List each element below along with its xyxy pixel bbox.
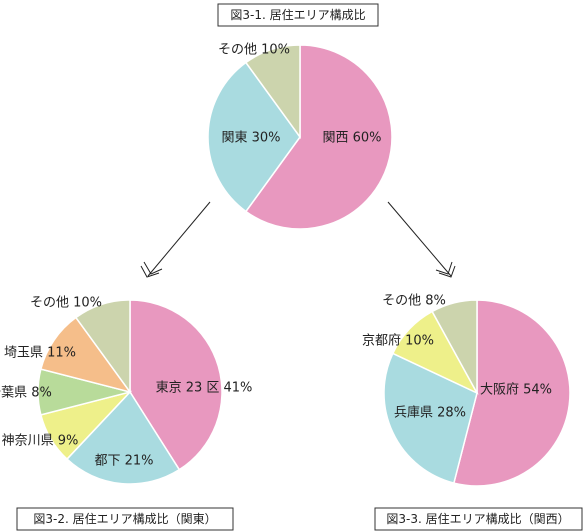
pie-slice-2-0 bbox=[452, 299, 571, 487]
chart3-caption: 図3-3. 居住エリア構成比（関西） bbox=[386, 512, 569, 526]
pie-slice-1-5 bbox=[74, 299, 131, 395]
chart2-caption-box bbox=[16, 507, 234, 531]
pie-slice-1-1 bbox=[65, 390, 181, 485]
pie-label-1-1: 都下 21% bbox=[94, 454, 153, 469]
pie-label-2-3: その他 8% bbox=[382, 294, 446, 309]
pie-chart-kanto: 東京 23 区 41% 都下 21% 神奈川県 9% 千葉県 8% 埼玉県 11% その他… bbox=[0, 296, 252, 485]
chart1-caption: 図3-1. 居住エリア構成比 bbox=[230, 8, 365, 22]
pie-label-2-1: 兵庫県 28% bbox=[394, 406, 466, 421]
pie-label-1-5: その他 10% bbox=[30, 296, 102, 311]
pie-slice-2-3 bbox=[431, 299, 478, 394]
pie-chart-kansai: 大阪府 54% 兵庫県 28% 京都府 10% その他 8% bbox=[362, 294, 571, 487]
pie-label-0-0: 関西 60% bbox=[322, 131, 381, 146]
pie-label-1-0: 東京 23 区 41% bbox=[156, 380, 253, 396]
pie-label-1-4: 埼玉県 11% bbox=[4, 346, 76, 361]
pie-label-2-2: 京都府 10% bbox=[362, 334, 434, 349]
pie-slice-0-1 bbox=[207, 61, 301, 213]
pie-slice-0-0 bbox=[244, 44, 393, 230]
arrow-to-kansai bbox=[387, 201, 456, 278]
pie-label-2-0: 大阪府 54% bbox=[480, 383, 552, 398]
arrow-to-kanto bbox=[140, 201, 211, 278]
pie-label-0-1: 関東 30% bbox=[221, 130, 280, 146]
pie-label-0-2: その他 10% bbox=[218, 43, 290, 58]
pie-label-1-2: 神奈川県 9% bbox=[2, 434, 79, 449]
pie-slice-2-1 bbox=[383, 352, 478, 484]
chart3-caption-box bbox=[374, 507, 583, 531]
pie-slice-0-2 bbox=[244, 44, 301, 140]
chart2-caption: 図3-2. 居住エリア構成比（関東） bbox=[33, 512, 216, 526]
pie-label-1-3: 千葉県 8% bbox=[0, 386, 52, 401]
chart1-caption-box bbox=[217, 3, 379, 27]
pie-chart-overall: 関西 60% 関東 30% その他 10% bbox=[207, 43, 393, 230]
